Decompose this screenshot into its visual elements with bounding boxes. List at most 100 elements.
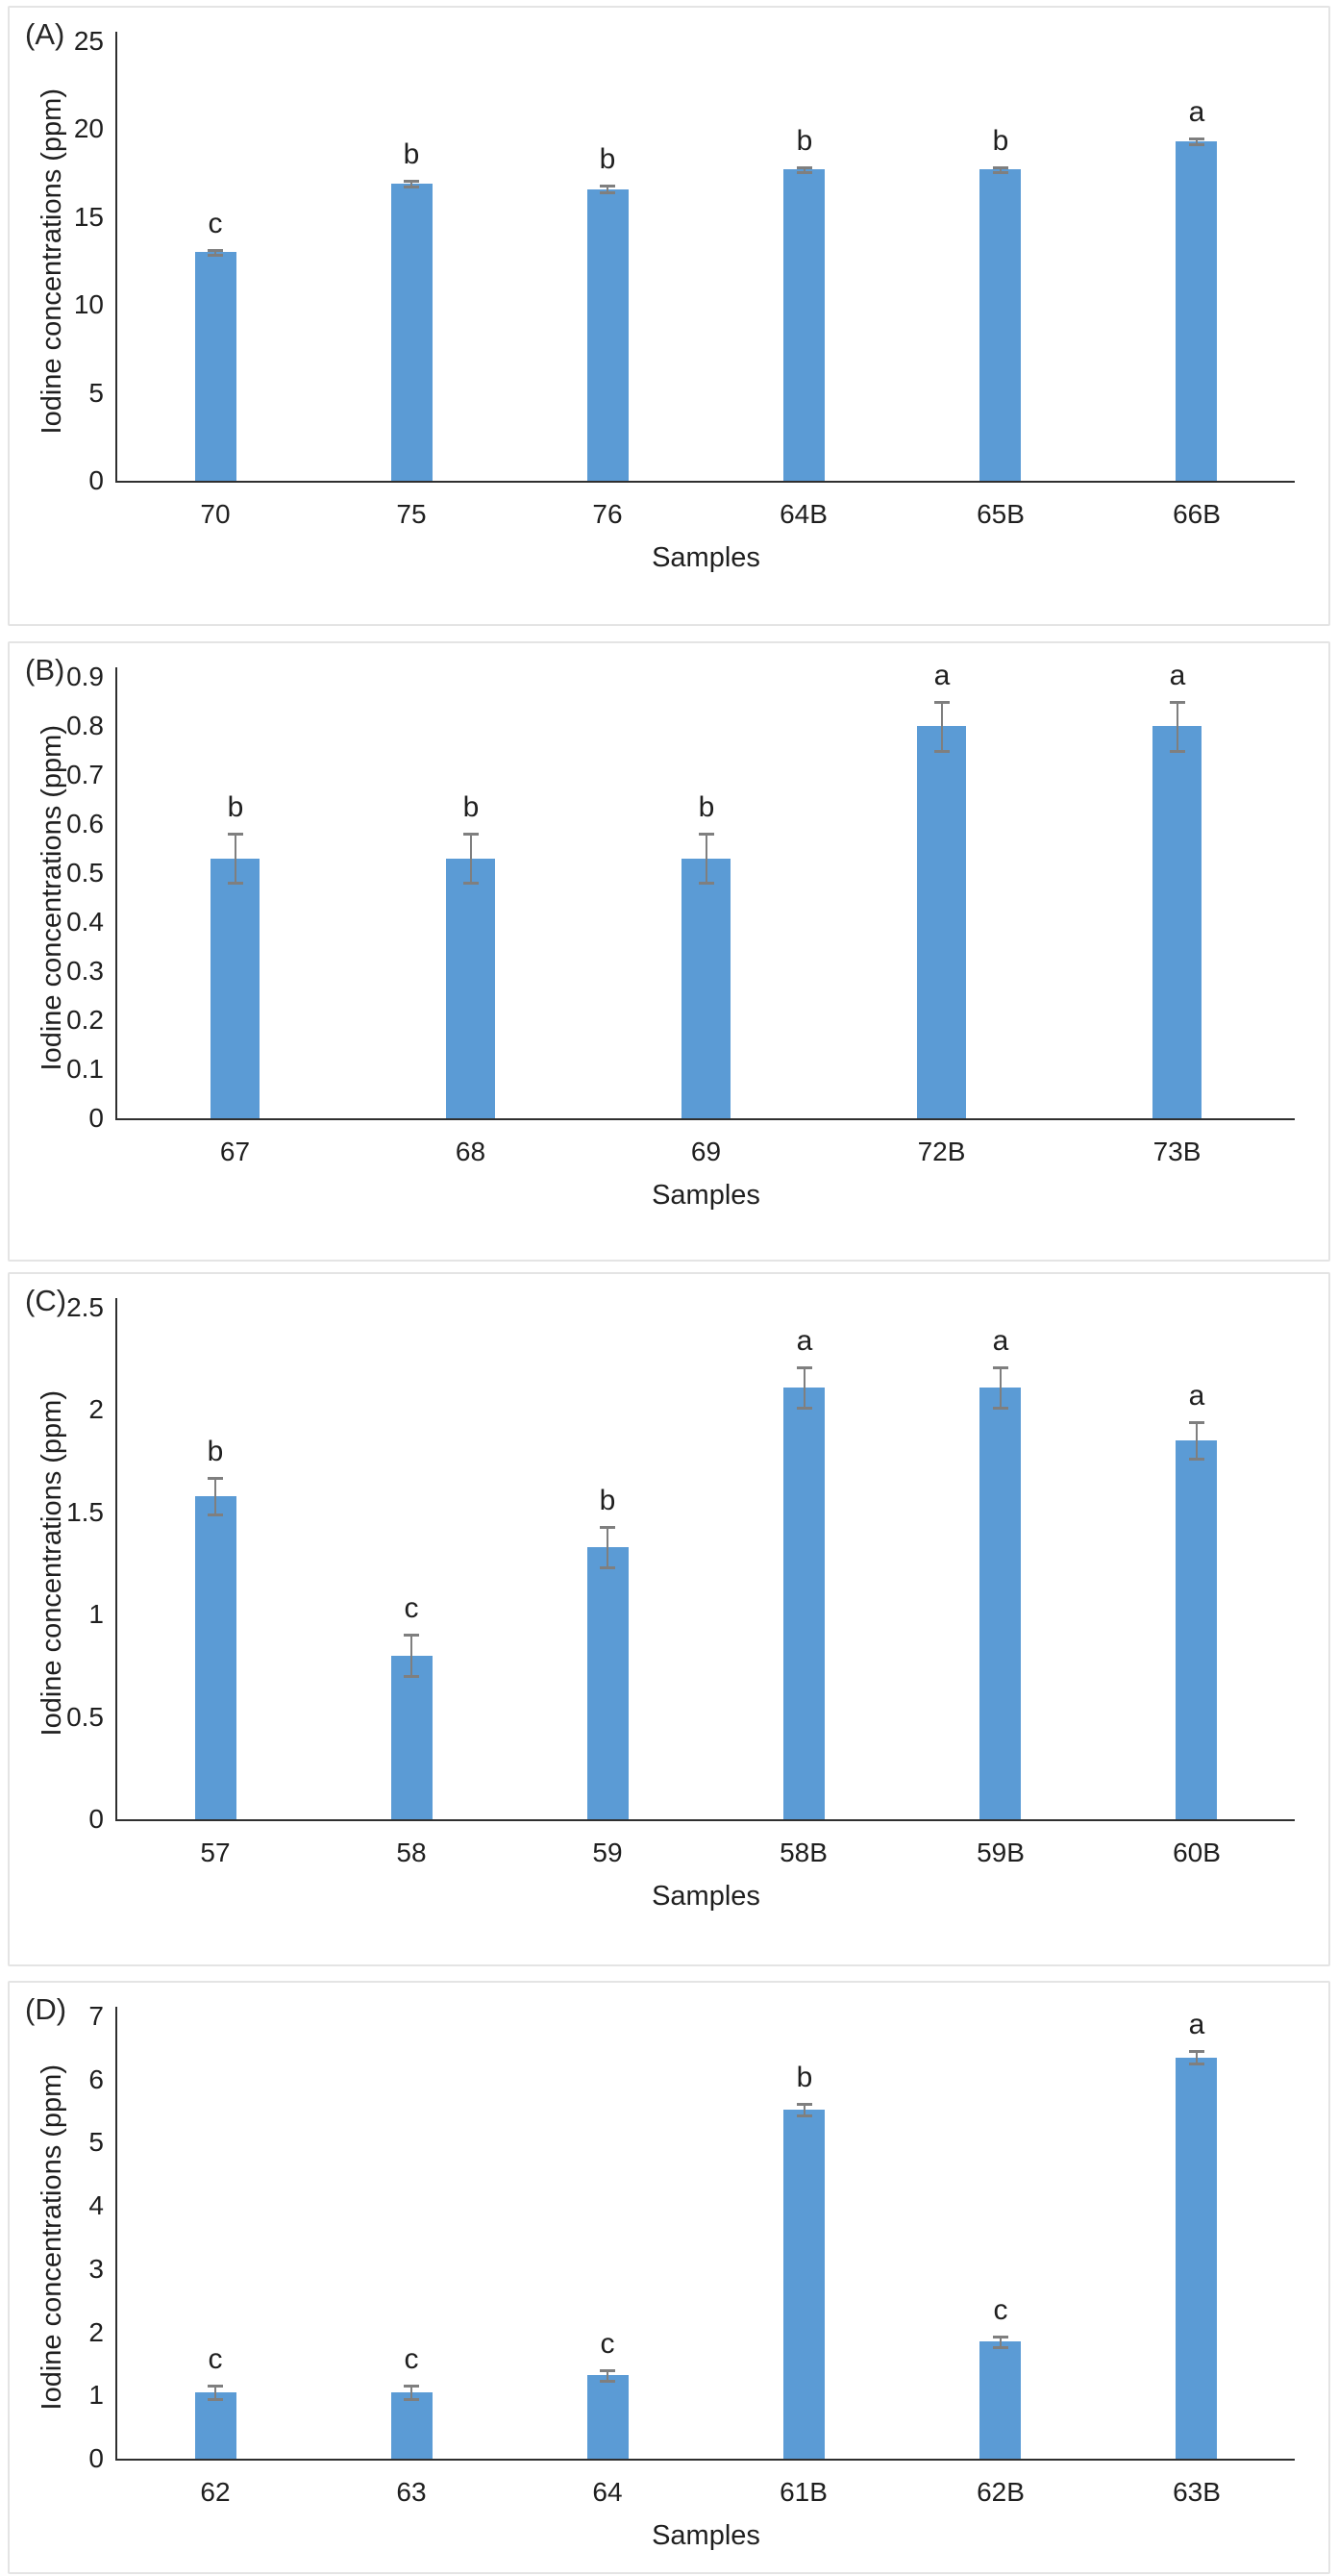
error-bar-cap	[600, 190, 615, 194]
y-tick-label: 0.6	[66, 809, 104, 838]
error-bar-cap	[797, 170, 812, 174]
y-tick-label: 5	[88, 2127, 104, 2158]
error-bar	[214, 2386, 216, 2399]
x-tick-label: 68	[455, 1137, 486, 1166]
error-bar-cap	[228, 882, 243, 886]
error-bar-cap	[208, 248, 223, 252]
error-bar-cap	[797, 2103, 812, 2107]
significance-letter: a	[933, 659, 951, 691]
bar-sample-64B	[783, 169, 825, 481]
x-tick-label: 67	[219, 1137, 251, 1166]
significance-letter: c	[208, 207, 223, 239]
bar-sample-68	[446, 858, 495, 1118]
error-bar-cap	[797, 1365, 812, 1369]
y-tick-label: 0	[88, 2443, 104, 2473]
y-tick-label: 1	[88, 1599, 104, 1630]
error-bar-cap	[993, 1407, 1008, 1411]
error-bar-cap	[600, 185, 615, 188]
y-tick-label: 0.2	[66, 1005, 104, 1035]
error-bar-cap	[1189, 2050, 1204, 2054]
error-bar-cap	[1189, 1421, 1204, 1425]
significance-letter: b	[462, 791, 480, 824]
error-bar	[804, 1366, 805, 1409]
error-bar-cap	[208, 1476, 223, 1480]
error-bar	[1196, 138, 1198, 144]
significance-letter: b	[227, 791, 244, 824]
y-tick-label: 2	[88, 1394, 104, 1425]
error-bar-cap	[1189, 1458, 1204, 1462]
x-axis-line	[115, 481, 1295, 483]
x-axis-title: Samples	[652, 542, 760, 573]
error-bar-cap	[993, 2345, 1008, 2349]
error-bar-cap	[797, 2114, 812, 2118]
error-bar	[1196, 2051, 1198, 2064]
error-bar	[214, 1477, 216, 1514]
significance-letter: c	[208, 2343, 223, 2376]
y-tick-label: 0.8	[66, 711, 104, 740]
error-bar-cap	[600, 2379, 615, 2383]
error-bar	[804, 167, 805, 172]
error-bar-cap	[404, 186, 419, 189]
y-tick-label: 0.5	[66, 858, 104, 888]
x-tick-label: 69	[690, 1137, 722, 1166]
error-bar	[607, 1526, 608, 1568]
y-tick-label: 15	[73, 201, 104, 232]
bar-sample-63	[391, 2392, 433, 2459]
bar-sample-63B	[1176, 2057, 1217, 2459]
bar-sample-75	[391, 184, 433, 481]
bar-sample-64	[587, 2375, 629, 2459]
error-bar-cap	[208, 1513, 223, 1516]
bar-sample-67	[211, 858, 260, 1118]
significance-letter: a	[1188, 2009, 1205, 2041]
error-bar-cap	[1170, 700, 1185, 704]
bar-sample-58B	[783, 1387, 825, 1819]
y-axis-line	[115, 32, 117, 483]
error-bar-cap	[600, 2369, 615, 2372]
significance-letter: b	[796, 2062, 813, 2094]
x-axis-title: Samples	[652, 1881, 760, 1912]
significance-letter: a	[992, 1324, 1009, 1357]
bar-sample-59B	[979, 1387, 1021, 1819]
bar-sample-76	[587, 188, 629, 481]
y-tick-label: 20	[73, 113, 104, 144]
bar-sample-69	[681, 858, 731, 1118]
x-tick-label: 63	[396, 2477, 427, 2507]
significance-letter: a	[796, 1324, 813, 1357]
x-tick-label: 76	[592, 499, 623, 529]
x-tick-label: 57	[200, 1838, 231, 1867]
significance-letter: c	[600, 2328, 615, 2360]
bar-sample-60B	[1176, 1440, 1217, 1819]
x-axis-line	[115, 2459, 1295, 2461]
bar-sample-65B	[979, 169, 1021, 481]
error-bar	[607, 2370, 608, 2381]
x-tick-label: 65B	[977, 499, 1025, 529]
error-bar	[470, 834, 472, 884]
bar-sample-70	[195, 252, 236, 481]
error-bar-cap	[934, 749, 950, 753]
error-bar-cap	[993, 2336, 1008, 2339]
error-bar-cap	[463, 882, 479, 886]
x-tick-label: 58B	[780, 1838, 828, 1867]
error-bar	[235, 834, 236, 884]
x-tick-label: 60B	[1173, 1838, 1221, 1867]
panel-c: (C) Iodine concentrations (ppm) 0 0.5 1 1.5 2 2…	[8, 1272, 1330, 1966]
y-tick-label: 3	[88, 2253, 104, 2284]
error-bar	[214, 249, 216, 256]
y-axis-line	[115, 2007, 117, 2461]
y-tick-label: 1.5	[66, 1496, 104, 1527]
x-axis-title: Samples	[652, 1180, 760, 1211]
x-tick-label: 66B	[1173, 499, 1221, 529]
error-bar-cap	[993, 170, 1008, 174]
error-bar-cap	[934, 700, 950, 704]
x-tick-label: 58	[396, 1838, 427, 1867]
y-tick-label: 0	[88, 1804, 104, 1834]
y-tick-label: 7	[88, 2001, 104, 2031]
error-bar-cap	[404, 1634, 419, 1638]
x-tick-label: 70	[200, 499, 231, 529]
error-bar-cap	[463, 833, 479, 837]
significance-letter: b	[599, 143, 616, 176]
bar-sample-58	[391, 1655, 433, 1819]
panel-letter-a: (A)	[25, 17, 65, 51]
y-axis-line	[115, 1298, 117, 1821]
error-bar-cap	[797, 1407, 812, 1411]
